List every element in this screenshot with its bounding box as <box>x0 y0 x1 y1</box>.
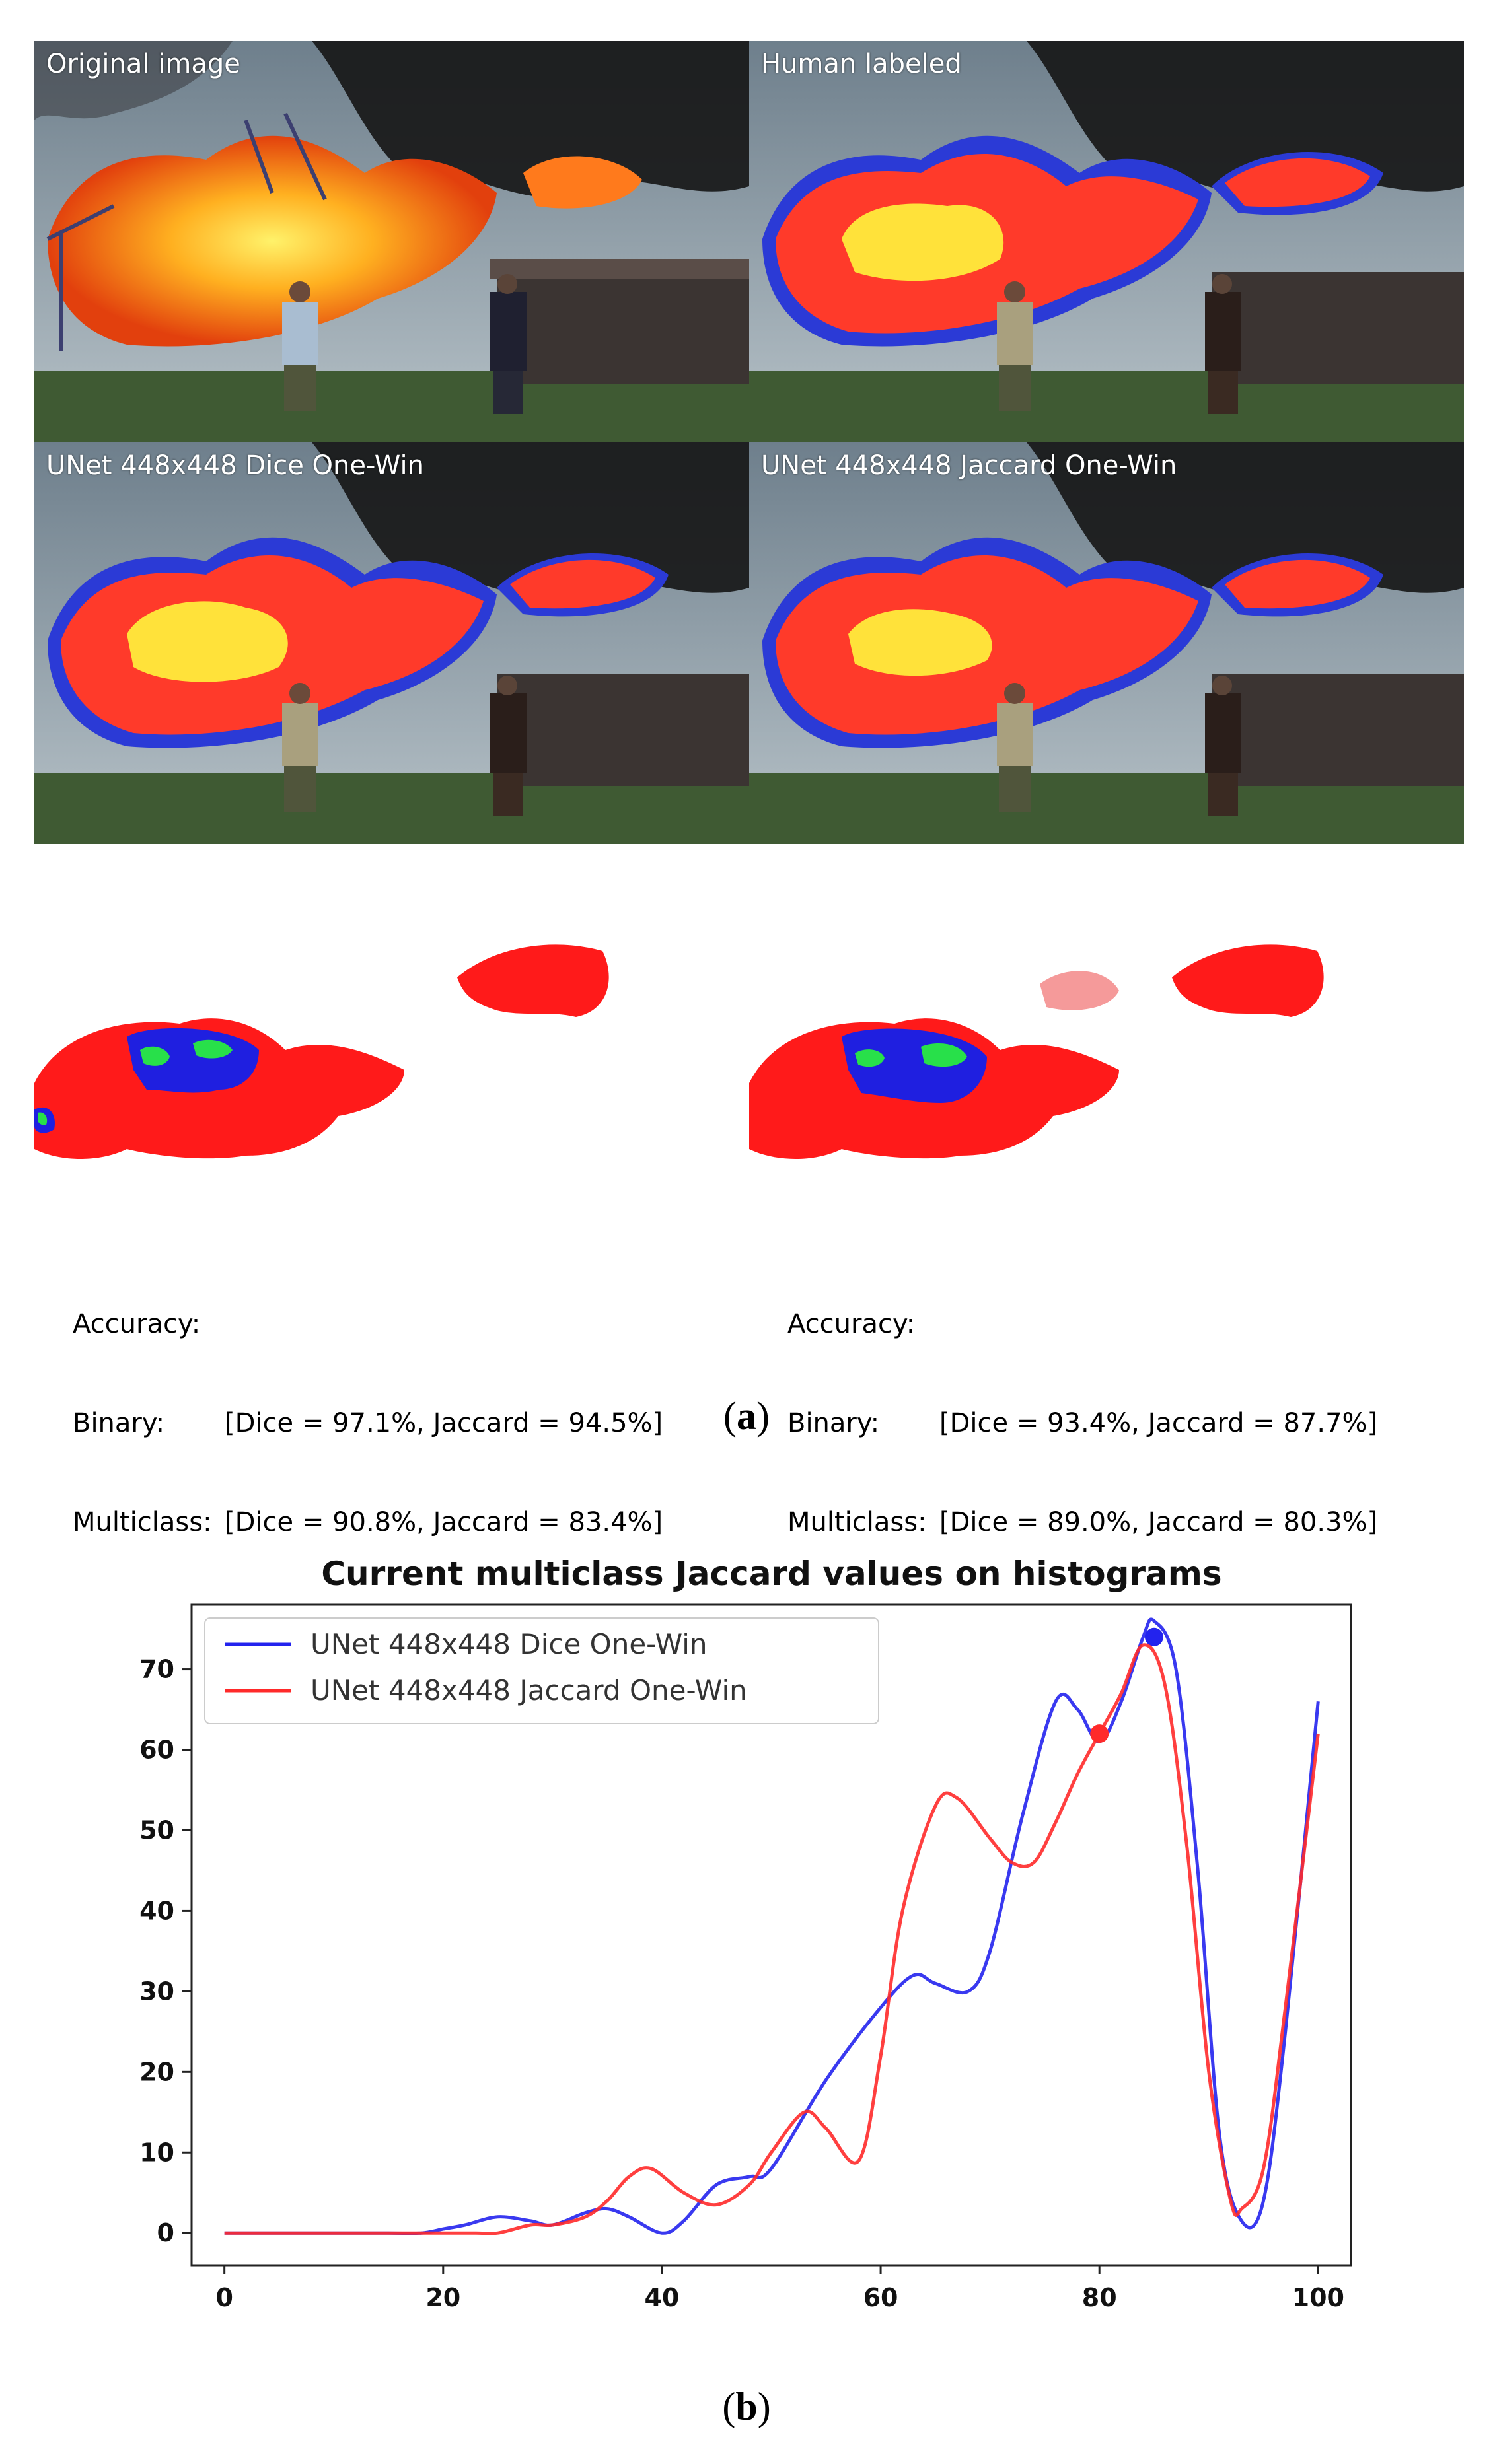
binary-value: [Dice = 93.4%, Jaccard = 87.7%] <box>939 1408 1378 1438</box>
multiclass-value: [Dice = 89.0%, Jaccard = 80.3%] <box>939 1507 1378 1537</box>
jaccard-prediction-panel: UNet 448x448 Jaccard One-Win <box>749 442 1464 844</box>
human-labeled-overlay-photo <box>749 41 1464 442</box>
caption-letter: a <box>737 1394 756 1438</box>
y-tick-label: 40 <box>139 1896 174 1925</box>
caption-b: (b) <box>680 2384 813 2430</box>
multiclass-accuracy: Multiclass: [Dice = 89.0%, Jaccard = 80.3… <box>787 1506 1377 1539</box>
y-tick-label: 70 <box>139 1655 174 1684</box>
y-tick-label: 10 <box>139 2138 174 2167</box>
legend-dice-label: UNet 448x448 Dice One-Win <box>310 1628 708 1660</box>
legend-box <box>204 1617 879 1724</box>
caption-letter: b <box>735 2385 758 2428</box>
axis-ticks: 0 20 40 60 80 100 0 10 20 30 40 50 60 70 <box>139 1655 1344 2312</box>
y-tick-label: 30 <box>139 1977 174 2006</box>
dice-prediction-label: UNet 448x448 Dice One-Win <box>46 450 424 481</box>
legend: UNet 448x448 Dice One-Win UNet 448x448 Ja… <box>204 1617 879 1724</box>
binary-value: [Dice = 97.1%, Jaccard = 94.5%] <box>225 1408 663 1438</box>
accuracy-left: Accuracy: Binary: [Dice = 97.1%, Jaccard … <box>73 1242 663 1572</box>
caption-a: (a) <box>680 1393 813 1439</box>
dice-prediction-overlay-photo <box>34 442 749 844</box>
original-image-label: Original image <box>46 49 240 79</box>
dice-error-mask <box>34 944 609 1159</box>
jaccard-current-marker <box>1090 1724 1109 1743</box>
x-tick-label: 60 <box>863 2283 898 2312</box>
caption-open: ( <box>723 1394 737 1438</box>
accuracy-heading: Accuracy: <box>73 1309 201 1339</box>
chart-title: Current multiclass Jaccard values on his… <box>321 1555 1221 1593</box>
dice-series-line <box>224 1617 1320 2235</box>
binary-key: Binary: <box>73 1408 165 1438</box>
binary-accuracy: Binary: [Dice = 93.4%, Jaccard = 87.7%] <box>787 1407 1377 1440</box>
accuracy-heading: Accuracy: <box>787 1309 916 1339</box>
caption-open: ( <box>722 2385 736 2428</box>
multiclass-accuracy: Multiclass: [Dice = 90.8%, Jaccard = 83.4… <box>73 1506 663 1539</box>
jaccard-series-line <box>224 1643 1320 2235</box>
binary-key: Binary: <box>787 1408 880 1438</box>
y-tick-label: 0 <box>157 2218 174 2247</box>
y-tick-label: 20 <box>139 2057 174 2086</box>
series-lines <box>224 1617 1320 2235</box>
plot-frame <box>190 1603 1352 2267</box>
jaccard-prediction-overlay-photo <box>749 442 1464 844</box>
original-image-panel: Original image <box>34 41 749 442</box>
accuracy-right: Accuracy: Binary: [Dice = 93.4%, Jaccard … <box>787 1242 1377 1572</box>
caption-close: ) <box>756 1394 770 1438</box>
x-tick-label: 80 <box>1082 2283 1117 2312</box>
x-tick-label: 0 <box>215 2283 233 2312</box>
legend-jaccard-label: UNet 448x448 Jaccard One-Win <box>310 1674 747 1707</box>
dice-prediction-panel: UNet 448x448 Dice One-Win <box>34 442 749 844</box>
original-fire-photo <box>34 41 749 442</box>
multiclass-value: [Dice = 90.8%, Jaccard = 83.4%] <box>225 1507 663 1537</box>
jaccard-prediction-label: UNet 448x448 Jaccard One-Win <box>761 450 1177 481</box>
x-tick-label: 100 <box>1292 2283 1344 2312</box>
y-tick-label: 60 <box>139 1736 174 1765</box>
segmentation-image-grid: Original image Human labeled <box>34 41 1464 844</box>
human-labeled-label: Human labeled <box>761 49 962 79</box>
jaccard-histogram-chart: Current multiclass Jaccard values on his… <box>139 1555 1352 2312</box>
human-labeled-panel: Human labeled <box>749 41 1464 442</box>
y-tick-label: 50 <box>139 1815 174 1845</box>
jaccard-error-mask <box>749 944 1324 1159</box>
binary-accuracy: Binary: [Dice = 97.1%, Jaccard = 94.5%] <box>73 1407 663 1440</box>
x-tick-label: 40 <box>644 2283 679 2312</box>
multiclass-key: Multiclass: <box>787 1507 927 1537</box>
x-tick-label: 20 <box>425 2283 460 2312</box>
caption-close: ) <box>757 2385 771 2428</box>
multiclass-key: Multiclass: <box>73 1507 212 1537</box>
dice-current-marker <box>1144 1627 1163 1646</box>
